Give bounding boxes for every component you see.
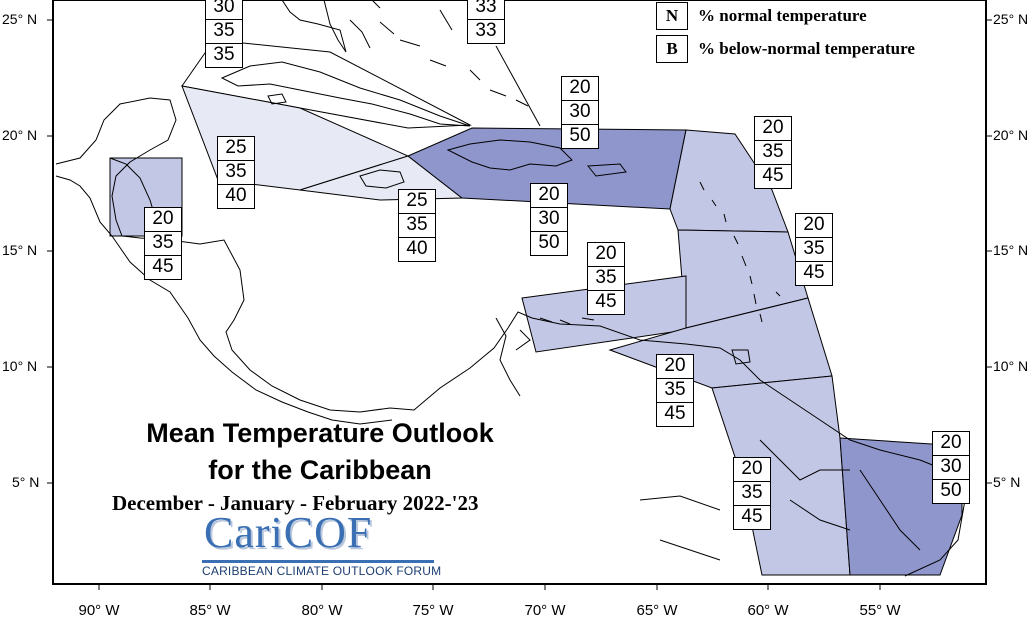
forecast-value: 30 bbox=[933, 456, 969, 480]
forecast-value: 40 bbox=[406, 238, 428, 259]
forecast-value: 45 bbox=[152, 256, 174, 277]
map-title-line2: for the Caribbean bbox=[208, 455, 432, 485]
legend-key: N bbox=[656, 2, 688, 30]
forecast-box-leeward-islands: 20 35 45 bbox=[754, 116, 792, 189]
forecast-value: 35 bbox=[796, 238, 832, 262]
logo-rule bbox=[202, 560, 434, 563]
forecast-value: 25 bbox=[218, 137, 254, 161]
caricof-logo: CariCOF bbox=[204, 507, 372, 558]
logo-text: CariCOF bbox=[204, 508, 373, 557]
forecast-value: 20 bbox=[734, 458, 770, 482]
forecast-box-suriname-guiana: 20 30 50 bbox=[932, 431, 970, 504]
forecast-box-belize-yucatan: 20 35 45 bbox=[144, 207, 182, 280]
forecast-value: 30 bbox=[531, 208, 567, 232]
lon-label: 65° W bbox=[636, 602, 678, 619]
lon-label: 80° W bbox=[301, 602, 343, 619]
forecast-value: 45 bbox=[762, 165, 784, 186]
forecast-value: 20 bbox=[755, 117, 791, 141]
forecast-value: 30 bbox=[562, 101, 598, 125]
lat-label-right: 10° N bbox=[993, 358, 1029, 374]
lon-label: 85° W bbox=[189, 602, 231, 619]
legend-normal: N % normal temperature bbox=[656, 2, 867, 30]
forecast-value: 45 bbox=[803, 262, 825, 283]
forecast-value: 25 bbox=[399, 190, 435, 214]
lat-label-left: 5° N bbox=[12, 474, 40, 490]
forecast-value: 50 bbox=[538, 232, 560, 253]
forecast-value: 45 bbox=[595, 291, 617, 312]
forecast-box-hispaniola-pr: 20 30 50 bbox=[561, 76, 599, 149]
forecast-box-jamaica-cayman: 25 35 40 bbox=[398, 189, 436, 262]
forecast-value: 40 bbox=[225, 185, 247, 206]
forecast-value: 35 bbox=[588, 267, 624, 291]
lat-label-right: 20° N bbox=[993, 127, 1029, 143]
forecast-value: 33 bbox=[475, 20, 497, 41]
lat-label-right: 25° N bbox=[993, 11, 1029, 27]
forecast-box-guyana: 20 35 45 bbox=[733, 457, 771, 530]
forecast-value: 35 bbox=[213, 44, 235, 65]
forecast-value: 35 bbox=[145, 232, 181, 256]
lon-label: 60° W bbox=[747, 602, 789, 619]
lon-label: 75° W bbox=[412, 602, 454, 619]
forecast-box-hispaniola-south: 20 30 50 bbox=[530, 183, 568, 256]
forecast-value: 20 bbox=[588, 243, 624, 267]
forecast-box-abc-islands: 20 35 45 bbox=[587, 242, 625, 315]
legend-key: B bbox=[656, 35, 688, 63]
forecast-value: 35 bbox=[218, 161, 254, 185]
forecast-value: 35 bbox=[206, 20, 242, 44]
forecast-box-bahamas-east: 33 33 bbox=[467, 0, 505, 44]
legend-label: % below-normal temperature bbox=[698, 39, 915, 58]
forecast-box-trinidad-tobago: 20 35 45 bbox=[656, 354, 694, 427]
forecast-value: 45 bbox=[664, 403, 686, 424]
forecast-value: 35 bbox=[657, 379, 693, 403]
forecast-value: 50 bbox=[569, 125, 591, 146]
lat-label-right: 5° N bbox=[993, 474, 1021, 490]
coastlines bbox=[55, 0, 966, 577]
forecast-value: 20 bbox=[562, 77, 598, 101]
forecast-value: 20 bbox=[531, 184, 567, 208]
lat-label-right: 15° N bbox=[993, 242, 1029, 258]
axis-ticks bbox=[47, 19, 992, 590]
forecast-box-windward-islands: 20 35 45 bbox=[795, 213, 833, 286]
forecast-box-cuba-west: 25 35 40 bbox=[217, 136, 255, 209]
forecast-box-bahamas-west: 30 35 35 bbox=[205, 0, 243, 68]
forecast-value: 30 bbox=[206, 0, 242, 20]
lon-label: 90° W bbox=[78, 602, 120, 619]
forecast-value: 50 bbox=[940, 480, 962, 501]
lat-label-left: 15° N bbox=[2, 242, 38, 258]
legend-below: B % below-normal temperature bbox=[656, 35, 915, 63]
lat-label-left: 10° N bbox=[2, 358, 38, 374]
forecast-value: 20 bbox=[796, 214, 832, 238]
lat-label-left: 20° N bbox=[2, 127, 38, 143]
forecast-value: 35 bbox=[734, 482, 770, 506]
legend-label: % normal temperature bbox=[698, 6, 867, 25]
lon-label: 55° W bbox=[859, 602, 901, 619]
forecast-period: December - January - February 2022-'23 bbox=[112, 491, 479, 515]
forecast-value: 35 bbox=[399, 214, 435, 238]
leader-bahamas-east bbox=[495, 45, 541, 127]
forecast-value: 33 bbox=[468, 0, 504, 20]
lon-label: 70° W bbox=[524, 602, 566, 619]
forecast-value: 45 bbox=[741, 506, 763, 527]
forecast-value: 35 bbox=[755, 141, 791, 165]
map-title: Mean Temperature Outlook bbox=[146, 418, 494, 448]
forecast-value: 20 bbox=[145, 208, 181, 232]
lat-label-left: 25° N bbox=[2, 11, 38, 27]
forecast-value: 20 bbox=[657, 355, 693, 379]
logo-subtitle: CARIBBEAN CLIMATE OUTLOOK FORUM bbox=[202, 564, 442, 578]
forecast-value: 20 bbox=[933, 432, 969, 456]
